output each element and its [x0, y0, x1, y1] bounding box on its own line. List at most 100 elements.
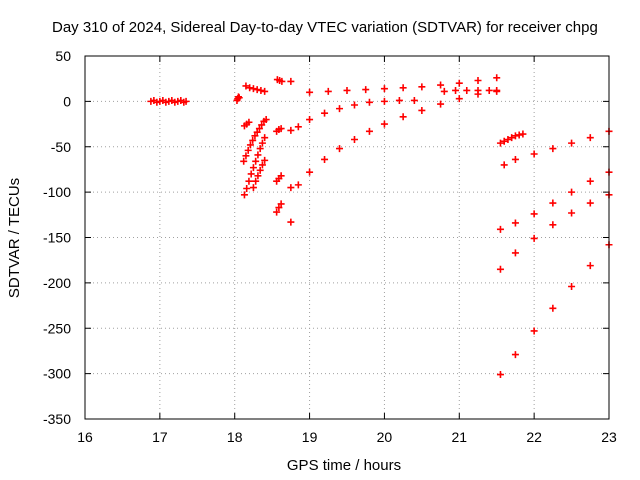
series-seg-18h-mid	[240, 116, 270, 165]
data-point	[350, 101, 358, 109]
data-point	[306, 88, 314, 96]
series-seg-late-a	[500, 127, 613, 169]
data-point	[568, 209, 576, 217]
x-tick-label: 19	[302, 429, 318, 445]
data-point	[273, 208, 281, 216]
y-tick-label: 0	[63, 93, 71, 109]
data-point	[496, 265, 504, 273]
data-point	[474, 86, 482, 94]
data-point	[246, 84, 254, 92]
series-seg-flat-21	[440, 86, 501, 95]
series-seg-18h-down	[240, 134, 269, 199]
data-point	[485, 86, 493, 94]
data-point	[251, 132, 259, 140]
data-point	[452, 86, 460, 94]
data-point	[508, 134, 516, 142]
data-point	[493, 86, 501, 94]
series-seg-18h-tick	[240, 118, 253, 130]
series-seg-186-top	[273, 76, 286, 85]
y-tick-label: -100	[43, 184, 71, 200]
data-point	[410, 96, 418, 104]
data-point	[418, 106, 426, 114]
series-seg-17h-flat	[147, 96, 190, 106]
data-point	[530, 327, 538, 335]
data-point	[256, 145, 264, 153]
data-point	[235, 94, 243, 102]
data-point	[549, 221, 557, 229]
data-point	[249, 85, 257, 93]
data-point	[246, 141, 254, 149]
data-point	[511, 132, 519, 140]
data-point	[515, 131, 523, 139]
series-seg-18.75-top	[287, 77, 295, 85]
data-point	[568, 283, 576, 291]
data-point	[395, 96, 403, 104]
grid	[85, 56, 609, 419]
data-point	[247, 170, 255, 178]
x-tick-label: 23	[601, 429, 617, 445]
data-point	[530, 234, 538, 242]
data-point	[437, 100, 445, 108]
data-point	[261, 87, 269, 95]
data-point	[324, 87, 332, 95]
data-point	[240, 191, 248, 199]
data-point	[262, 116, 270, 124]
data-points	[147, 74, 613, 379]
series-seg-upper-curve	[287, 96, 418, 134]
data-point	[287, 126, 295, 134]
data-point	[380, 85, 388, 93]
x-tick-label: 18	[227, 429, 243, 445]
data-point	[253, 86, 261, 94]
series-seg-late-b	[496, 168, 613, 233]
data-point	[257, 86, 265, 94]
data-point	[455, 95, 463, 103]
series-seg-late-d	[496, 241, 613, 379]
x-tick-label: 20	[377, 429, 393, 445]
data-point	[500, 161, 508, 169]
y-tick-label: 50	[55, 48, 71, 64]
data-point	[549, 145, 557, 153]
data-point	[249, 164, 257, 172]
data-point	[474, 77, 482, 85]
data-point	[249, 184, 257, 192]
data-point	[586, 199, 594, 207]
data-point	[306, 116, 314, 124]
data-point	[261, 134, 269, 142]
axis-ticks: 16 17 18 19 20 21 22 23 50 0 -50 -100 -150 -200 -250 -3…	[43, 48, 617, 445]
series-seg-186-c	[273, 200, 285, 216]
data-point	[277, 172, 285, 180]
y-axis-title: SDTVAR / TECUs	[6, 178, 23, 298]
series-seg-18h-top	[242, 82, 269, 95]
data-point	[586, 134, 594, 142]
data-point	[321, 155, 329, 163]
data-point	[380, 97, 388, 105]
data-point	[511, 351, 519, 359]
data-point	[496, 139, 504, 147]
series-seg-18.75-bot	[287, 218, 295, 226]
data-point	[399, 113, 407, 121]
data-point	[496, 371, 504, 379]
y-tick-label: -350	[43, 411, 71, 427]
data-point	[242, 82, 250, 90]
data-point	[254, 172, 262, 180]
series-seg-18h-low	[249, 156, 269, 192]
data-point	[493, 74, 501, 82]
data-point	[496, 225, 504, 233]
data-point	[255, 125, 263, 133]
data-point	[182, 97, 190, 105]
series-seg-lower-curve	[287, 87, 501, 192]
data-point	[463, 86, 471, 94]
data-point	[399, 84, 407, 92]
data-point	[455, 79, 463, 87]
data-point	[500, 137, 508, 145]
data-point	[365, 127, 373, 135]
x-axis-title: GPS time / hours	[287, 457, 401, 474]
data-point	[277, 125, 285, 133]
data-point	[253, 128, 261, 136]
series-seg-186-b	[273, 172, 285, 185]
data-point	[321, 109, 329, 117]
data-point	[252, 157, 260, 165]
data-point	[277, 200, 285, 208]
data-point	[336, 145, 344, 153]
